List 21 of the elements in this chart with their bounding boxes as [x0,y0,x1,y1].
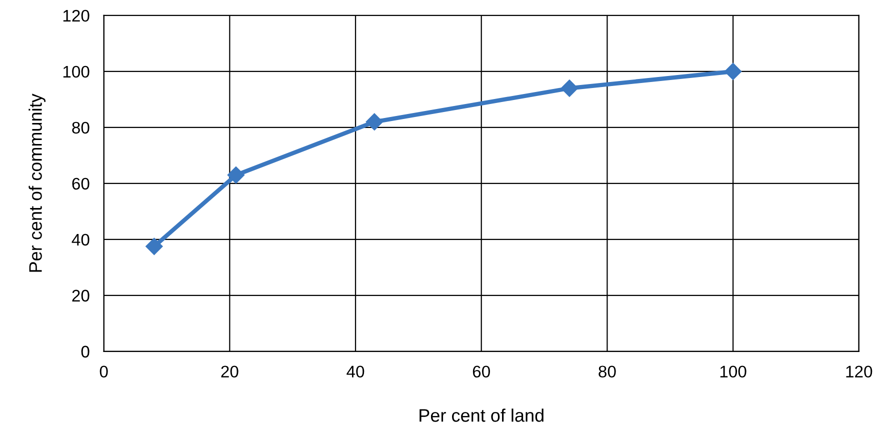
y-tick-label: 0 [81,346,90,358]
y-tick-label: 60 [72,178,90,190]
x-tick-label: 60 [472,366,490,378]
x-tick-label: 0 [100,366,108,378]
point [146,238,163,255]
y-tick-label: 120 [63,10,90,22]
point [560,80,578,97]
y-tick-label: 20 [72,290,90,302]
y-axis-title: Per cent of community [28,94,46,272]
x-tick-label: 80 [598,366,616,378]
x-tick-label: 20 [221,366,238,378]
x-axis-title: Per cent of land [420,408,544,422]
point [724,62,742,80]
y-tick-label: 100 [63,66,90,78]
y-tick-label: 40 [72,234,90,246]
x-tick-label: 120 [846,366,872,378]
point [227,166,245,184]
point [366,113,383,130]
y-tick-label: 80 [72,122,90,134]
x-tick-label: 40 [346,366,364,378]
x-tick-label: 100 [720,366,746,378]
